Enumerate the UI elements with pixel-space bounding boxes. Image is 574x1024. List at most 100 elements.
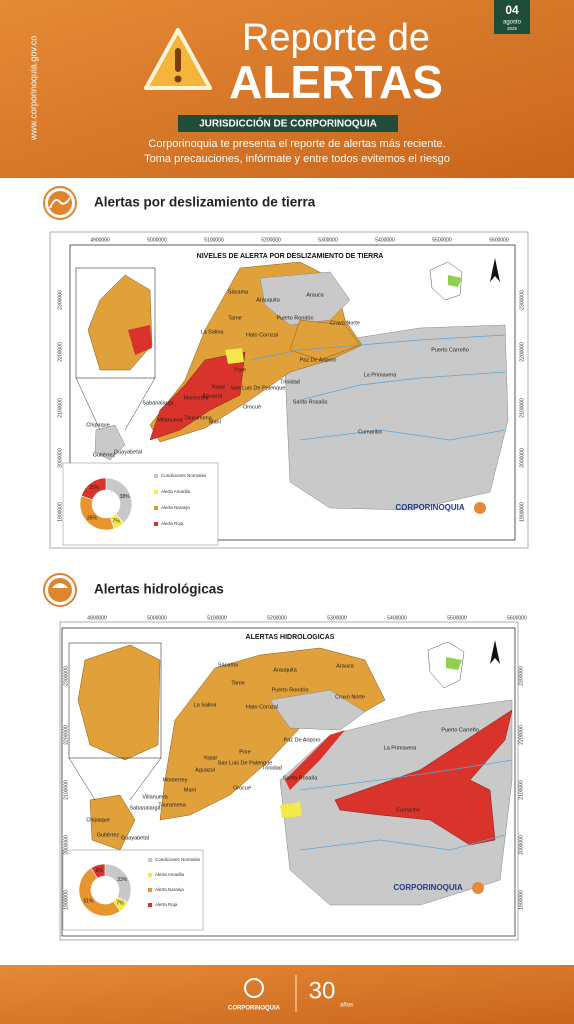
segment-label: 20% (89, 485, 100, 491)
segment-label: 7% (116, 901, 124, 907)
y-coordinate: 1900000 (519, 502, 525, 522)
place-name: Puerto Carreño (441, 727, 479, 733)
y-coordinate: 2000000 (63, 835, 69, 855)
place-name: La Primavera (364, 372, 398, 378)
y-coordinate: 1900000 (57, 502, 63, 522)
segment-label: 38% (120, 494, 131, 500)
segment-label: 33% (117, 877, 128, 883)
x-coordinate: 4900000 (87, 615, 107, 621)
legend-swatch (154, 474, 158, 478)
title-line2: ALERTAS (229, 56, 443, 108)
y-coordinate: 2200000 (519, 342, 525, 362)
legend-label: Alerta Naranja (155, 887, 184, 892)
x-coordinate: 5500000 (447, 615, 467, 621)
legend-swatch (148, 903, 152, 907)
y-coordinate: 1900000 (63, 890, 69, 910)
map-title: ALERTAS HIDROLOGICAS (246, 634, 335, 641)
legend-swatch (154, 490, 158, 494)
place-name: Puerto Rondón (272, 687, 309, 693)
section-heading: Alertas por deslizamiento de tierra (43, 186, 316, 220)
map-brand: CORPORINOQUIA (393, 882, 484, 894)
footer-bg (0, 965, 574, 1024)
place-name: Maní (209, 419, 222, 425)
place-name: La Primavera (384, 745, 418, 751)
y-coordinate: 2300000 (519, 290, 525, 310)
date-month: agosto (503, 20, 522, 26)
footer-brand: CORPORINOQUIA (228, 1006, 281, 1012)
legend-swatch (148, 888, 152, 892)
place-name: Cravo Norte (335, 694, 365, 700)
y-coordinate: 2000000 (519, 448, 525, 468)
footer-logo (244, 978, 264, 998)
legend-label: Condiciones Normales (161, 473, 207, 478)
place-name: La Salina (194, 702, 218, 708)
x-coordinate: 5300000 (318, 237, 338, 243)
anniversary-label: años (340, 1003, 353, 1009)
x-coordinate: 5600000 (489, 237, 509, 243)
place-name: Sabanalarga (129, 805, 161, 811)
y-coordinate: 2100000 (518, 780, 524, 800)
place-name: La Salina (201, 329, 225, 335)
place-name: Guayabetal (114, 449, 142, 455)
place-name: Orocué (243, 404, 261, 410)
legend-swatch (148, 873, 152, 877)
place-name: Villanueva (142, 794, 168, 800)
place-name: Aguazul (195, 767, 215, 773)
place-name: Tame (228, 315, 241, 321)
place-name: Puerto Rondón (277, 315, 314, 321)
segment-label: 9% (96, 868, 104, 874)
title-line1: Reporte de (242, 17, 430, 59)
y-coordinate: 2100000 (57, 398, 63, 418)
place-name: Yopal (211, 384, 225, 390)
place-name: Trinidad (262, 765, 282, 771)
place-name: San Luis De Palenque (231, 385, 286, 391)
place-name: Paz De Ariporo (284, 737, 321, 743)
legend-label: Alerta Roja (161, 521, 184, 526)
banner: JURISDICCIÓN DE CORPORINOQUIA (199, 117, 377, 130)
x-coordinate: 5500000 (432, 237, 452, 243)
place-name: Gutiérrez (93, 452, 116, 458)
place-name: Chipaque (86, 422, 110, 428)
place-name: Arauquita (256, 297, 280, 303)
legend-swatch (154, 522, 158, 526)
place-name: Hato Corozal (246, 704, 278, 710)
y-coordinate: 2000000 (57, 448, 63, 468)
x-coordinate: 5400000 (375, 237, 395, 243)
place-name: Aguazul (202, 393, 222, 399)
donut-segment (90, 863, 106, 879)
description-line: Toma precauciones, infórmate y entre tod… (144, 153, 450, 165)
anniversary: 30 (309, 977, 336, 1004)
y-coordinate: 1900000 (518, 890, 524, 910)
place-name: Sácama (228, 289, 249, 295)
place-name: Trinidad (280, 379, 300, 385)
place-name: Paz De Ariporo (300, 357, 337, 363)
donut-segment (78, 867, 121, 917)
x-coordinate: 5400000 (387, 615, 407, 621)
x-coordinate: 4900000 (90, 237, 110, 243)
segment-label: 51% (83, 899, 94, 905)
y-coordinate: 2100000 (63, 780, 69, 800)
y-coordinate: 2100000 (519, 398, 525, 418)
place-name: Pore (239, 749, 251, 755)
place-name: Chipaque (86, 817, 110, 823)
x-coordinate: 5300000 (327, 615, 347, 621)
y-coordinate: 2300000 (518, 666, 524, 686)
x-coordinate: 5000000 (147, 615, 167, 621)
place-name: Pore (234, 367, 246, 373)
place-name: Tauramena (158, 802, 186, 808)
legend-label: Alerta Naranja (161, 505, 190, 510)
place-name: Sabanalarga (142, 400, 174, 406)
section-title: Alertas hidrológicas (94, 582, 224, 597)
legend-label: Alerta Amarilla (161, 489, 191, 494)
map-title: NIVELES DE ALERTA POR DESLIZAMIENTO DE T… (197, 253, 384, 260)
place-name: Arauca (306, 292, 324, 298)
place-name: Yopal (203, 755, 217, 761)
legend-swatch (154, 506, 158, 510)
legend-swatch (148, 858, 152, 862)
place-name: Cumaribo (396, 807, 420, 813)
map-shapes (68, 640, 513, 906)
description-line: Corporinoquia te presenta el reporte de … (148, 138, 445, 150)
date-day: 04 (505, 3, 519, 17)
place-name: Maní (184, 787, 197, 793)
x-coordinate: 5100000 (207, 615, 227, 621)
